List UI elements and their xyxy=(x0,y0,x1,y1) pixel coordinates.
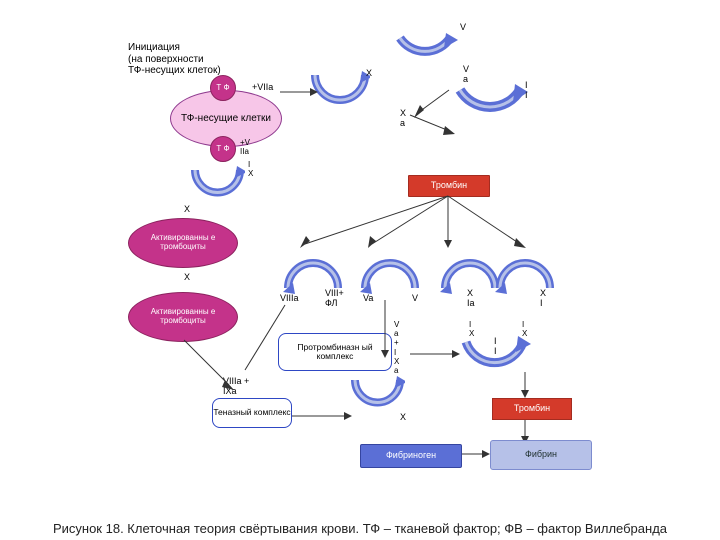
label-x-left: X xyxy=(184,204,190,214)
label-plus-viia: +VIIa xyxy=(252,82,273,92)
node-fibrin-label: Фибрин xyxy=(525,450,557,460)
label-xi: X I xyxy=(540,288,546,309)
label-viiia: VIIIa xyxy=(280,293,299,303)
node-plt1-label: Активированны е тромбоциты xyxy=(129,234,237,252)
node-tf1: Т Ф xyxy=(210,75,236,101)
node-plt2: Активированны е тромбоциты xyxy=(128,292,238,342)
diagram-stage: Инициация (на поверхности ТФ-несущих кле… xyxy=(0,0,720,540)
arrow-tenase-right xyxy=(292,410,352,422)
arrow-xa-to-ii xyxy=(405,110,455,140)
label-initiation: Инициация (на поверхности ТФ-несущих кле… xyxy=(128,42,221,77)
node-prothrombinase-label: Протромбиназн ый комплекс xyxy=(279,343,391,362)
node-tf2-label: Т Ф xyxy=(216,145,229,154)
node-tf1-label: Т Ф xyxy=(216,84,229,93)
node-fibrin: Фибрин xyxy=(490,440,592,470)
label-v-mid: V xyxy=(412,293,418,303)
label-v-top: V xyxy=(460,22,466,32)
node-tf2: Т Ф xyxy=(210,136,236,162)
arc-x xyxy=(310,65,370,120)
label-xia: X Ia xyxy=(467,288,475,309)
arrow-fibrinogen-fibrin xyxy=(462,448,490,460)
label-xa-top: X a xyxy=(400,108,406,129)
figure-caption-text: Рисунок 18. Клеточная теория свёртывания… xyxy=(53,521,667,536)
label-viiia-ixa: VIIIa + IXa xyxy=(223,376,249,397)
label-x-top: X xyxy=(366,68,372,78)
label-x-left2: X xyxy=(184,272,190,282)
node-thrombin-top: Тромбин xyxy=(408,175,490,197)
node-thrombin-bot: Тромбин xyxy=(492,398,572,420)
label-va-ixa: V a + I X a xyxy=(394,320,399,375)
label-plus-viia2: +V IIa xyxy=(240,138,250,156)
node-thrombin-bot-label: Тромбин xyxy=(514,404,550,414)
arrow-proth-right xyxy=(410,348,460,360)
label-ii-top: I I xyxy=(525,80,528,101)
label-va-mid: Va xyxy=(363,293,373,303)
arc-ii xyxy=(450,80,530,160)
node-thrombin-top-label: Тромбин xyxy=(431,181,467,191)
label-ix-mid: I X xyxy=(248,160,253,178)
label-x-bottom: X xyxy=(400,412,406,422)
figure-caption: Рисунок 18. Клеточная теория свёртывания… xyxy=(0,521,720,536)
arc-ix xyxy=(190,160,245,210)
node-fibrinogen: Фибриноген xyxy=(360,444,462,468)
node-plt1: Активированны е тромбоциты xyxy=(128,218,238,268)
label-viii-fl: VIII+ ФЛ xyxy=(325,288,344,309)
node-fibrinogen-label: Фибриноген xyxy=(386,451,436,461)
node-tf-cell-label: ТФ-несущие клетки xyxy=(181,113,271,124)
arrows-thrombin-fan xyxy=(300,196,560,252)
node-tenase-label: Теназный комплекс xyxy=(213,408,290,417)
node-tenase: Теназный комплекс xyxy=(212,398,292,428)
node-plt2-label: Активированны е тромбоциты xyxy=(129,308,237,326)
node-prothrombinase: Протромбиназн ый комплекс xyxy=(278,333,392,371)
arc-va-mid xyxy=(360,248,420,298)
arc-x-bot xyxy=(350,370,405,420)
arc-ii-bot xyxy=(458,332,533,397)
